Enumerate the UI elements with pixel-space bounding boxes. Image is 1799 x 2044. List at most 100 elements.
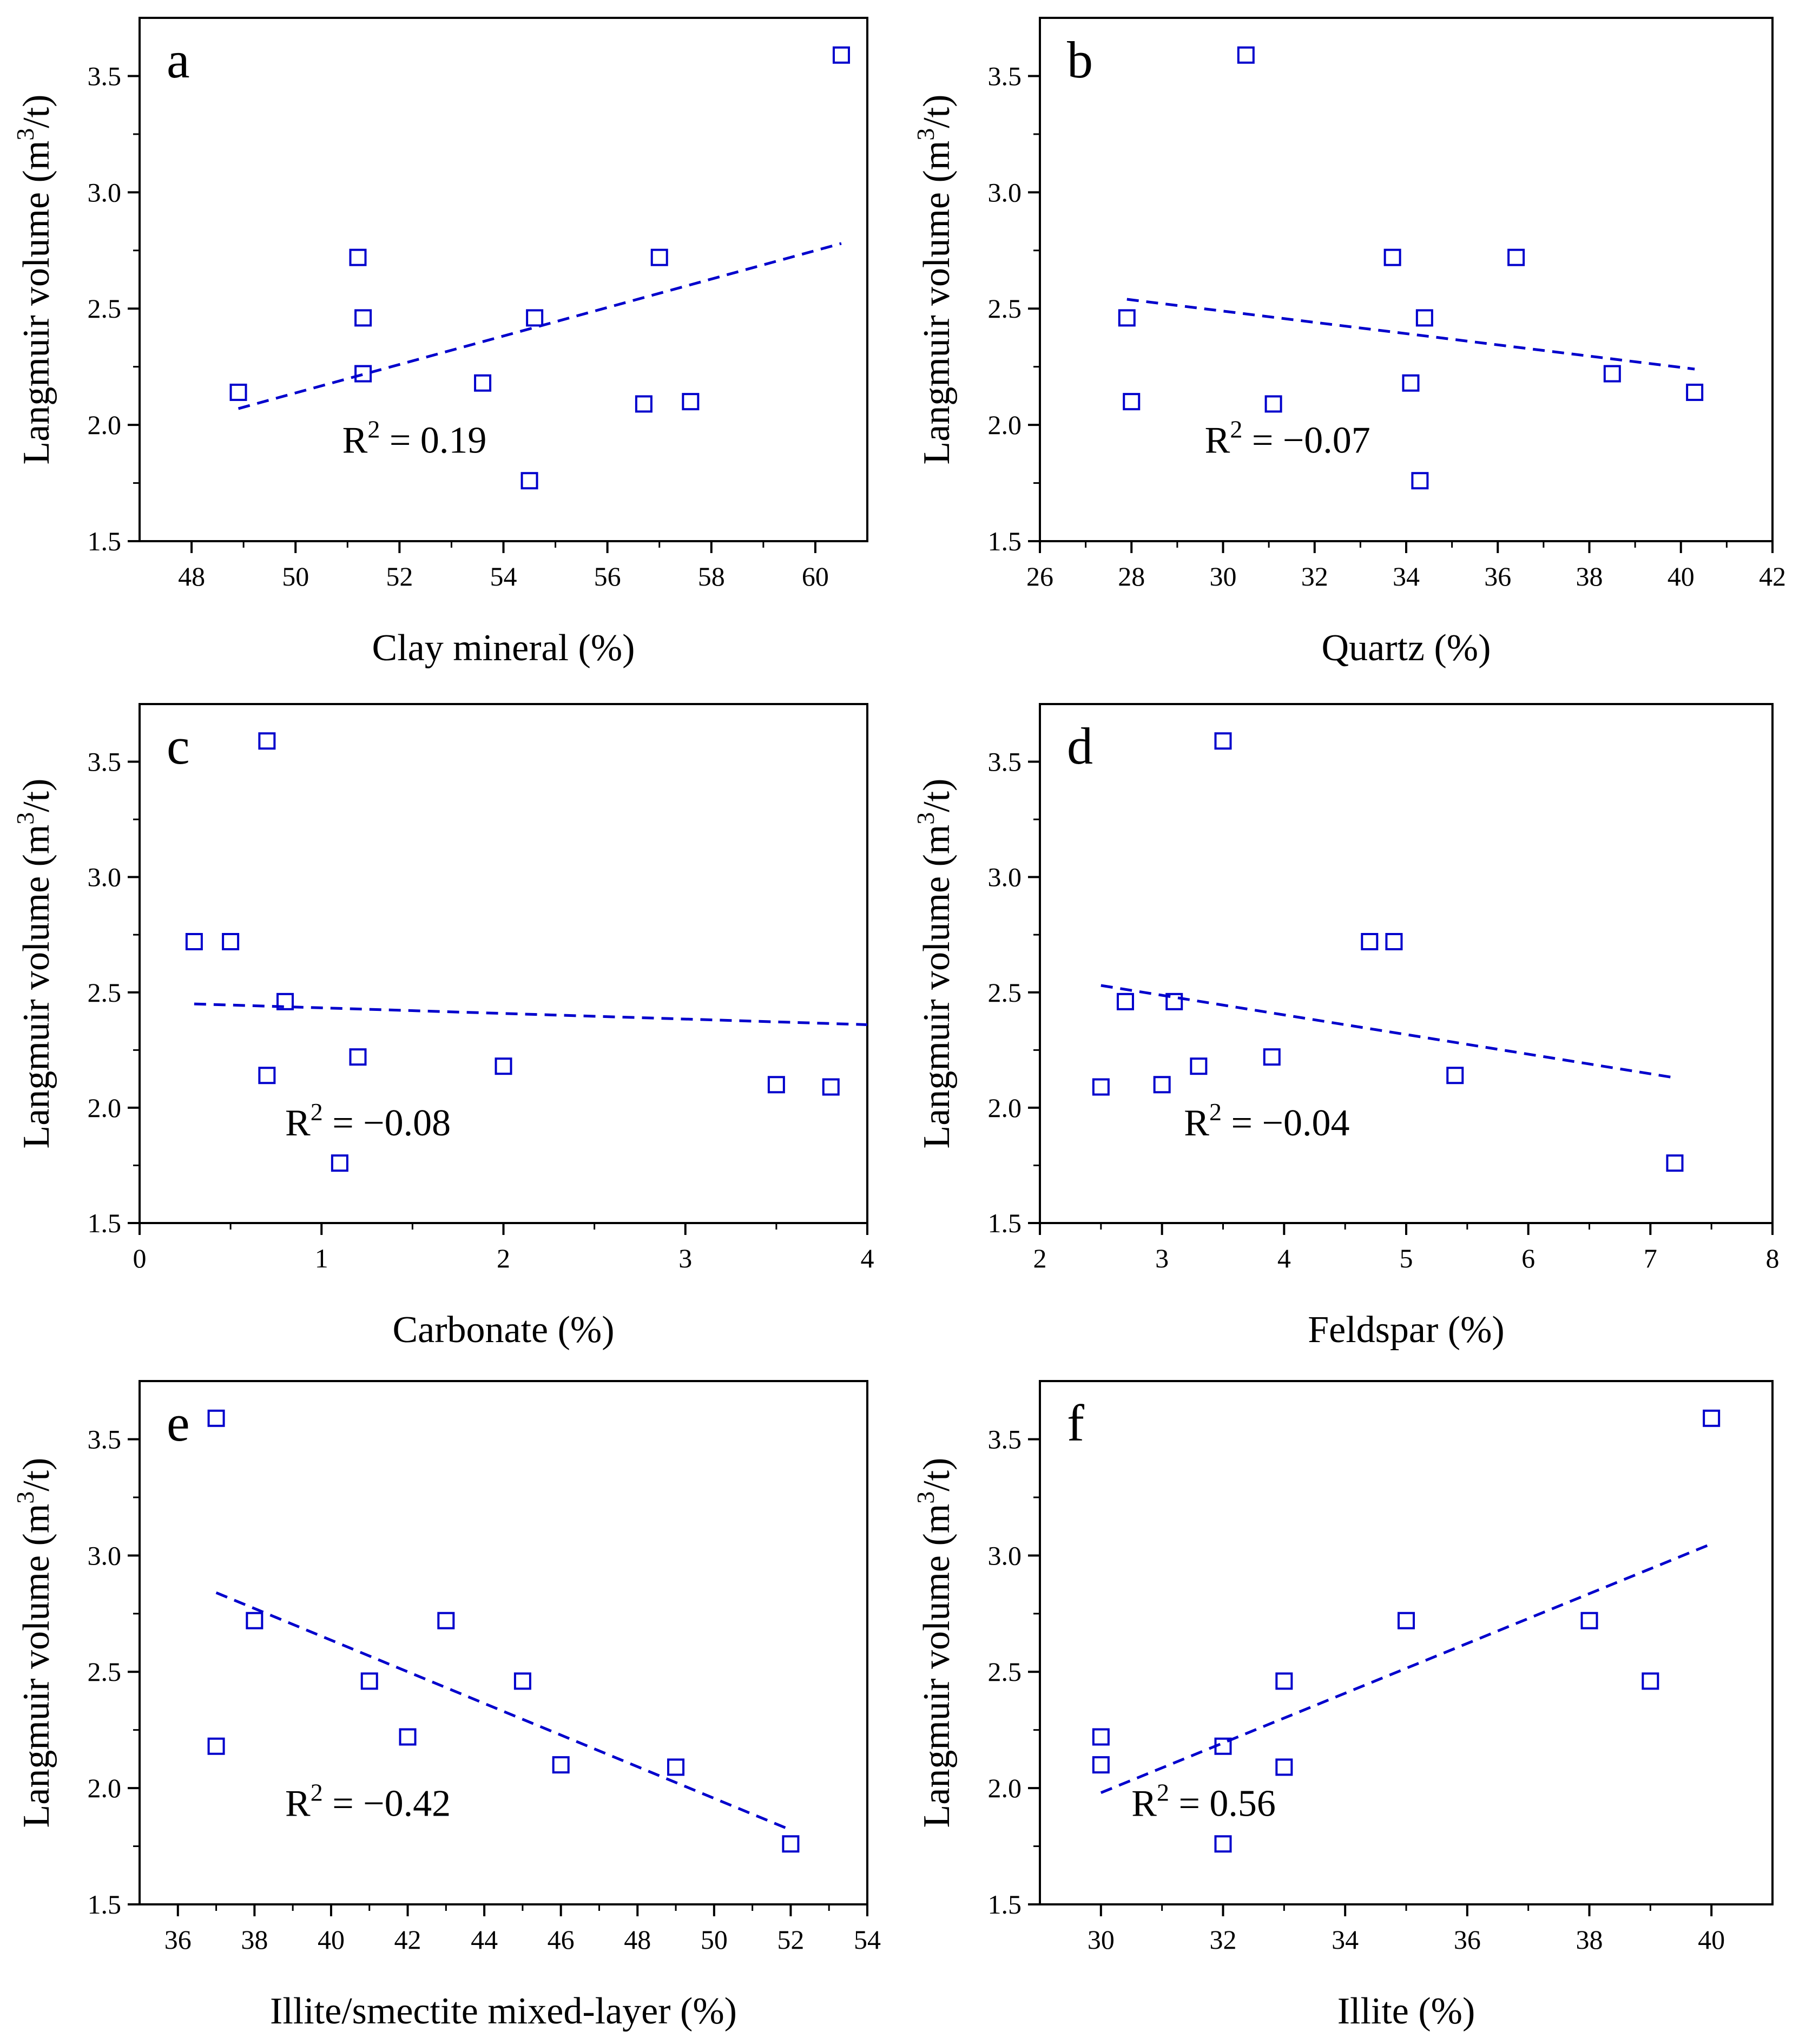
x-tick-label: 50: [701, 1924, 728, 1955]
x-tick-label: 38: [1576, 561, 1603, 591]
y-tick-label: 3.0: [988, 177, 1022, 207]
r-squared-label: R2 = −0.42: [285, 1779, 451, 1825]
y-tick-label: 2.0: [988, 1093, 1022, 1123]
data-point: [1446, 1067, 1464, 1085]
y-tick-label: 1.5: [988, 1208, 1022, 1238]
x-tick-label: 38: [1576, 1924, 1603, 1955]
data-point: [1165, 993, 1183, 1010]
data-point: [474, 374, 492, 392]
y-tick-label: 2.0: [88, 410, 122, 440]
x-tick-label: 56: [594, 561, 621, 591]
data-point: [1123, 393, 1141, 411]
data-point: [832, 46, 850, 64]
data-point: [331, 1154, 348, 1172]
x-tick-label: 52: [386, 561, 413, 591]
y-tick-label: 2.5: [988, 1657, 1022, 1687]
x-tick-label: 7: [1644, 1243, 1657, 1273]
x-axis-title: Feldspar (%): [1308, 1309, 1505, 1351]
y-tick-label: 2.5: [88, 293, 122, 324]
y-tick-label: 1.5: [988, 526, 1022, 556]
y-tick-label: 3.5: [88, 61, 122, 91]
y-tick-label: 2.0: [988, 1773, 1022, 1803]
plot-frame: [139, 1380, 868, 1905]
x-tick-label: 44: [471, 1924, 498, 1955]
y-tick-label: 2.5: [988, 293, 1022, 324]
data-point: [207, 1409, 225, 1427]
x-tick-label: 42: [394, 1924, 421, 1955]
fit-line: [1101, 984, 1675, 1079]
panel-f: 30 32 34 36 38 40 1.5 2.0 2.5 3.0 3.5 Illite (%) Lan…: [912, 1380, 1774, 2032]
plot-frame: [1039, 17, 1774, 542]
x-tick-label: 40: [1668, 561, 1695, 591]
data-point: [1507, 248, 1525, 266]
x-tick-label: 42: [1759, 561, 1786, 591]
data-point: [1361, 933, 1379, 951]
y-tick-label: 2.5: [88, 1657, 122, 1687]
fit-line: [215, 1591, 792, 1831]
y-tick-label: 3.0: [988, 862, 1022, 892]
x-axis-title: Carbonate (%): [392, 1309, 614, 1351]
x-tick-label: 4: [861, 1243, 874, 1273]
data-point: [349, 1048, 367, 1066]
data-point: [1264, 395, 1282, 413]
x-tick-label: 40: [1698, 1924, 1725, 1955]
data-point: [1263, 1048, 1281, 1066]
x-tick-label: 58: [698, 561, 725, 591]
plot-frame: [139, 703, 868, 1224]
y-tick-label: 3.5: [88, 747, 122, 777]
data-point: [1118, 309, 1136, 327]
data-point: [1116, 993, 1134, 1010]
data-point: [185, 933, 203, 951]
y-tick-label: 3.5: [988, 61, 1022, 91]
y-tick-label: 2.0: [88, 1093, 122, 1123]
data-point: [667, 1758, 685, 1776]
x-tick-label: 4: [1277, 1243, 1291, 1273]
data-point: [1580, 1612, 1598, 1629]
fit-line: [1100, 1542, 1712, 1795]
panel-b: 26 28 30 32 34 36 38 40 42 1.5 2.0 2.5 3.0 3.5 Quartz …: [912, 17, 1786, 669]
data-point: [520, 472, 538, 490]
y-axis-title: Langmuir volume (m3/t): [11, 95, 57, 465]
data-point: [495, 1057, 512, 1075]
r-squared-label: R2 = 0.19: [342, 416, 487, 462]
data-point: [258, 732, 276, 750]
data-point: [1214, 1835, 1232, 1853]
x-tick-label: 46: [548, 1924, 575, 1955]
data-point: [1686, 383, 1704, 401]
data-point: [526, 309, 544, 327]
data-point: [1703, 1409, 1721, 1427]
panel-d: 2 3 4 5 6 7 8 1.5 2.0 2.5 3.0 3.5 Feldspar (%) Langmu…: [912, 703, 1780, 1351]
y-tick-label: 1.5: [988, 1889, 1022, 1920]
y-tick-label: 2.0: [88, 1773, 122, 1803]
data-point: [1214, 1737, 1232, 1755]
y-tick-label: 2.5: [988, 977, 1022, 1008]
x-axis-title: Quartz (%): [1322, 627, 1491, 669]
data-point: [229, 383, 247, 401]
data-point: [1666, 1154, 1684, 1172]
data-point: [1398, 1612, 1415, 1629]
y-tick-label: 1.5: [88, 526, 122, 556]
x-tick-label: 6: [1521, 1243, 1535, 1273]
data-point: [1214, 732, 1232, 750]
x-tick-label: 38: [241, 1924, 268, 1955]
data-point: [1603, 365, 1621, 383]
y-tick-label: 2.5: [88, 977, 122, 1008]
x-tick-label: 34: [1332, 1924, 1359, 1955]
y-tick-label: 3.0: [88, 862, 122, 892]
data-point: [1092, 1728, 1110, 1746]
x-axis-title: Clay mineral (%): [372, 627, 635, 669]
data-point: [1411, 472, 1429, 490]
data-point: [222, 933, 240, 951]
y-tick-label: 3.5: [988, 747, 1022, 777]
r-squared-label: R2 = 0.56: [1131, 1779, 1276, 1825]
data-point: [822, 1078, 840, 1096]
x-tick-label: 48: [624, 1924, 651, 1955]
x-tick-label: 54: [854, 1924, 881, 1955]
data-point: [1092, 1756, 1110, 1774]
x-tick-label: 36: [1484, 561, 1511, 591]
panel-letter: a: [167, 31, 190, 89]
plot-frame: [1039, 1380, 1774, 1905]
data-point: [513, 1672, 531, 1690]
data-point: [1092, 1078, 1110, 1096]
data-point: [1383, 248, 1401, 266]
